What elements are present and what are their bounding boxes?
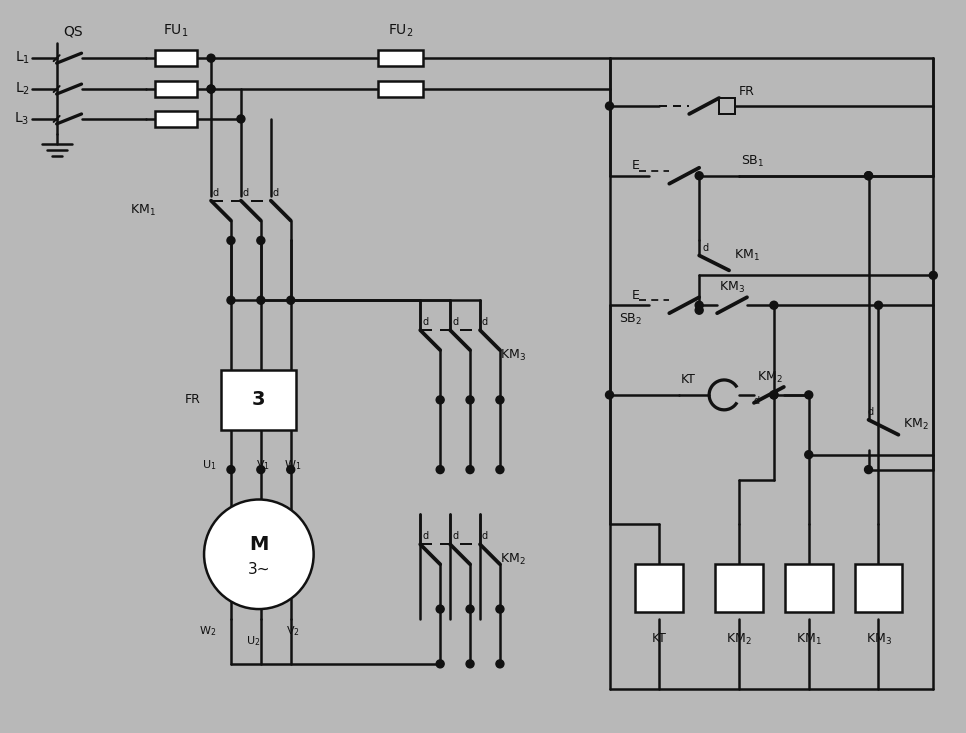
Circle shape [496,465,504,474]
Bar [784,564,833,612]
Bar [719,98,735,114]
Text: KM$_1$: KM$_1$ [734,248,760,263]
Text: QS: QS [64,24,83,38]
Text: d: d [422,531,428,542]
Text: KM$_3$: KM$_3$ [500,347,526,363]
Text: d: d [272,188,279,198]
Circle shape [606,391,613,399]
Circle shape [865,172,872,180]
Text: E: E [632,289,639,302]
Circle shape [606,102,613,110]
Bar [378,50,423,66]
Circle shape [865,465,872,474]
Circle shape [287,296,295,304]
Bar [636,564,683,612]
Text: L$_3$: L$_3$ [14,111,30,127]
Text: d: d [213,188,219,198]
Bar [156,50,197,66]
Text: W$_1$: W$_1$ [284,457,301,471]
Text: KM$_1$: KM$_1$ [796,631,822,647]
Circle shape [437,660,444,668]
Text: U$_1$: U$_1$ [202,457,216,471]
Text: E: E [632,159,639,172]
Text: SB$_1$: SB$_1$ [741,154,764,169]
Bar [156,81,197,97]
Circle shape [770,301,778,309]
Text: d: d [482,317,488,327]
Text: d: d [702,243,708,254]
Circle shape [696,172,703,180]
Text: U$_2$: U$_2$ [245,634,260,648]
Circle shape [496,396,504,404]
Text: FU$_1$: FU$_1$ [163,23,189,40]
Text: L$_1$: L$_1$ [14,50,30,67]
Text: d: d [242,188,249,198]
Circle shape [207,85,215,93]
Text: V$_1$: V$_1$ [256,457,270,471]
Circle shape [227,237,235,245]
Text: KM$_1$: KM$_1$ [130,203,156,218]
Text: KT: KT [652,633,667,646]
Bar [378,81,423,97]
Circle shape [227,465,235,474]
Circle shape [437,396,444,404]
Text: d: d [753,396,760,406]
Circle shape [287,465,295,474]
Text: L$_2$: L$_2$ [14,81,30,97]
Circle shape [257,465,265,474]
Circle shape [496,605,504,613]
Circle shape [770,391,778,399]
Text: d: d [452,317,458,327]
Circle shape [466,465,474,474]
Bar [855,564,902,612]
Text: 3: 3 [251,391,265,409]
Circle shape [466,396,474,404]
Circle shape [204,499,314,609]
Text: M: M [249,535,269,554]
Circle shape [865,172,872,180]
Text: SB$_2$: SB$_2$ [619,312,642,327]
Circle shape [437,465,444,474]
Circle shape [437,605,444,613]
Text: d: d [422,317,428,327]
Circle shape [770,391,778,399]
Bar [156,111,197,127]
Text: d: d [482,531,488,542]
Circle shape [466,605,474,613]
Text: W$_2$: W$_2$ [199,624,216,638]
Text: KM$_2$: KM$_2$ [726,631,752,647]
Text: FU$_2$: FU$_2$ [387,23,413,40]
Circle shape [466,660,474,668]
Circle shape [874,301,883,309]
Circle shape [207,85,215,93]
Circle shape [929,271,937,279]
Text: KM$_2$: KM$_2$ [903,417,929,432]
Text: V$_2$: V$_2$ [286,624,299,638]
Text: KM$_2$: KM$_2$ [500,552,526,567]
Text: KT: KT [681,373,696,386]
Text: FR: FR [739,84,754,97]
Text: FR: FR [185,394,201,406]
Circle shape [805,451,812,459]
Circle shape [237,115,245,123]
Bar [221,370,296,430]
Text: KM$_2$: KM$_2$ [757,369,782,385]
Text: 3~: 3~ [247,561,270,577]
Text: d: d [867,407,873,417]
Circle shape [805,391,812,399]
Text: d: d [452,531,458,542]
Circle shape [696,301,703,309]
Circle shape [207,54,215,62]
Circle shape [696,306,703,314]
Bar [715,564,763,612]
Text: KM$_3$: KM$_3$ [866,631,892,647]
Circle shape [496,660,504,668]
Circle shape [257,296,265,304]
Circle shape [227,296,235,304]
Circle shape [257,237,265,245]
Text: KM$_3$: KM$_3$ [719,280,745,295]
